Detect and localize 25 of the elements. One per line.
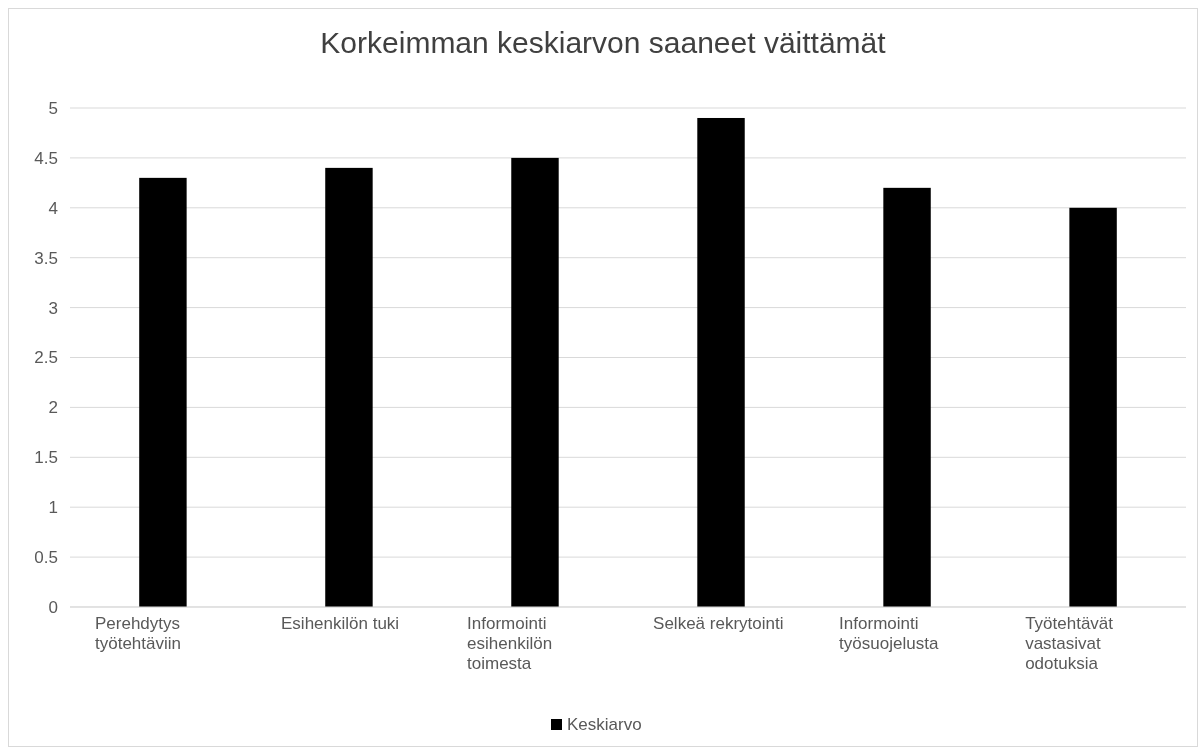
bar bbox=[325, 167, 373, 607]
x-tick-label: Informointi esihenkilön toimesta bbox=[467, 614, 553, 673]
x-tick-label: Perehdytys työtehtäviin bbox=[95, 614, 181, 653]
y-tick-label: 2.5 bbox=[34, 348, 58, 368]
bar bbox=[511, 157, 559, 607]
x-tick-label: Työtehtävät vastasivat odotuksia bbox=[1025, 614, 1114, 673]
y-tick-label: 5 bbox=[48, 98, 58, 118]
y-tick-label: 2 bbox=[48, 398, 58, 418]
x-tick-label: Informointi työsuojelusta bbox=[839, 614, 939, 653]
y-tick-label: 4.5 bbox=[34, 148, 58, 168]
y-tick-label: 1.5 bbox=[34, 448, 58, 468]
y-tick-label: 1 bbox=[48, 498, 58, 518]
y-tick-label: 0.5 bbox=[34, 548, 58, 568]
x-tick-label: Esihenkilön tuki bbox=[281, 614, 400, 633]
legend-label: Keskiarvo bbox=[567, 715, 642, 734]
bar bbox=[883, 187, 931, 607]
bar bbox=[1069, 207, 1117, 607]
chart-title: Korkeimman keskiarvon saaneet väittämät bbox=[320, 26, 887, 59]
y-tick-label: 3 bbox=[48, 298, 58, 318]
bar bbox=[139, 177, 187, 607]
y-tick-label: 0 bbox=[48, 597, 58, 617]
x-tick-label: Selkeä rekrytointi bbox=[653, 614, 784, 633]
y-tick-label: 3.5 bbox=[34, 248, 58, 268]
bar bbox=[697, 117, 745, 607]
y-tick-label: 4 bbox=[48, 198, 58, 218]
